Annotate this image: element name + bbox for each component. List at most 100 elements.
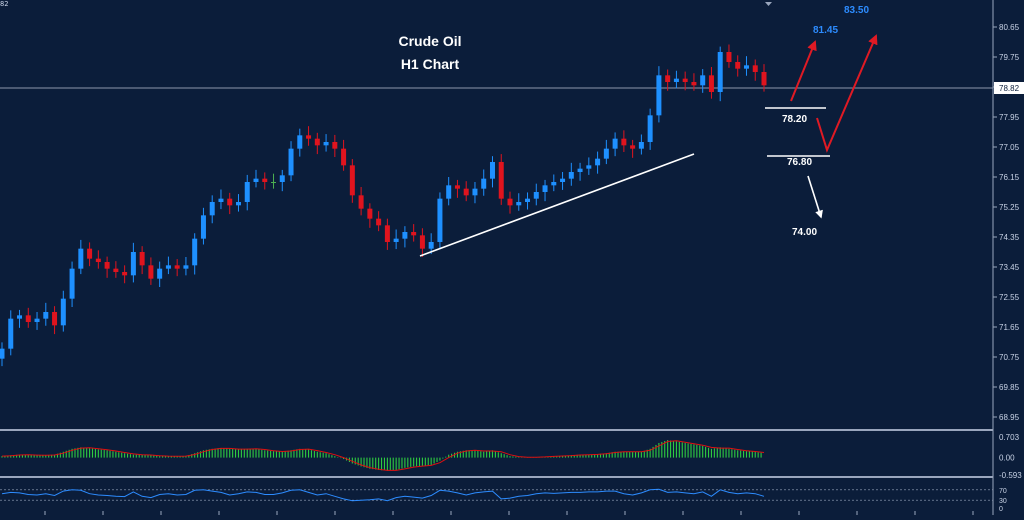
candle: [332, 134, 338, 157]
candle: [577, 162, 583, 181]
candle: [717, 46, 723, 102]
candle: [104, 256, 110, 278]
candle: [130, 242, 136, 283]
price-tick-label: 72.55: [999, 293, 1020, 302]
candle-body: [8, 318, 14, 349]
candle-body: [761, 72, 767, 86]
candle-body: [306, 135, 312, 139]
candle-body: [34, 318, 40, 322]
candle-body: [717, 52, 723, 92]
candle-body: [603, 148, 609, 159]
candle-body: [621, 138, 627, 146]
candle: [411, 224, 417, 242]
candle-body: [542, 185, 548, 192]
candle: [349, 159, 355, 203]
candle-body: [682, 78, 688, 82]
candle-body: [288, 148, 294, 176]
candle: [25, 307, 31, 328]
candle: [638, 134, 644, 155]
candle: [262, 172, 268, 190]
candle-body: [314, 138, 320, 146]
candle: [376, 211, 382, 232]
candle-body: [17, 315, 23, 319]
candle-body: [95, 258, 101, 262]
candle-body: [630, 145, 636, 149]
candle: [481, 169, 487, 196]
candle: [323, 134, 329, 152]
scroll-marker-icon: [765, 2, 772, 6]
candle: [743, 56, 749, 76]
candle-body: [200, 215, 206, 239]
candle: [752, 59, 758, 81]
arrow-up-to-8350-icon: [816, 34, 878, 153]
candle: [612, 132, 618, 157]
candle-body: [376, 218, 382, 226]
candle: [507, 191, 513, 214]
candle: [656, 66, 662, 123]
candle: [437, 192, 443, 250]
rsi-tick-label: 0: [999, 506, 1003, 513]
candle: [586, 157, 592, 175]
candle: [52, 306, 58, 335]
candle: [157, 261, 163, 287]
candle-body: [595, 158, 601, 166]
candle: [542, 179, 548, 202]
candle-body: [43, 312, 49, 319]
candle: [244, 174, 250, 211]
candle: [60, 290, 66, 332]
corner-tag: 82: [0, 0, 9, 8]
candle: [95, 250, 101, 269]
candle-body: [533, 192, 539, 199]
candle: [454, 179, 460, 198]
candle-body: [122, 272, 128, 276]
current-price-label: 78.82: [999, 84, 1020, 93]
candle-body: [568, 172, 574, 179]
candle: [761, 64, 767, 92]
candle-body: [525, 198, 531, 202]
candle: [393, 229, 399, 250]
trendline: [419, 153, 695, 257]
candle: [183, 257, 189, 276]
candle: [87, 242, 93, 267]
candle-body: [148, 265, 154, 279]
candle-body: [735, 62, 741, 69]
candle: [69, 261, 75, 307]
candle-body: [209, 202, 215, 216]
candle-body: [419, 235, 425, 249]
candle: [428, 233, 434, 255]
candle-body: [463, 188, 469, 196]
rsi-line: [1, 488, 765, 502]
candle: [472, 182, 478, 204]
candle-body: [454, 185, 460, 189]
candle-body: [78, 248, 84, 269]
candle-body: [244, 182, 250, 202]
candle-body: [752, 65, 758, 72]
candle: [43, 302, 49, 326]
candle: [314, 132, 320, 155]
candle: [691, 73, 697, 91]
level-7820-label: 78.20: [782, 114, 807, 125]
candle: [708, 67, 714, 99]
candle-body: [726, 52, 732, 62]
candle: [297, 128, 303, 157]
candle-body: [481, 178, 487, 189]
candle: [630, 139, 636, 158]
candle: [595, 151, 601, 174]
price-tick-label: 73.45: [999, 263, 1020, 272]
candle-body: [60, 298, 66, 326]
candle: [279, 169, 285, 192]
candle-body: [498, 162, 504, 199]
candle-body: [656, 75, 662, 116]
candle-body: [52, 312, 58, 326]
target-8350-label: 83.50: [844, 5, 869, 16]
candle-body: [341, 148, 347, 166]
candle: [498, 154, 504, 205]
candle: [271, 173, 277, 189]
candle: [419, 228, 425, 257]
candle: [139, 246, 145, 275]
candle: [34, 312, 40, 330]
candle-body: [700, 75, 706, 86]
candle-body: [253, 178, 259, 182]
